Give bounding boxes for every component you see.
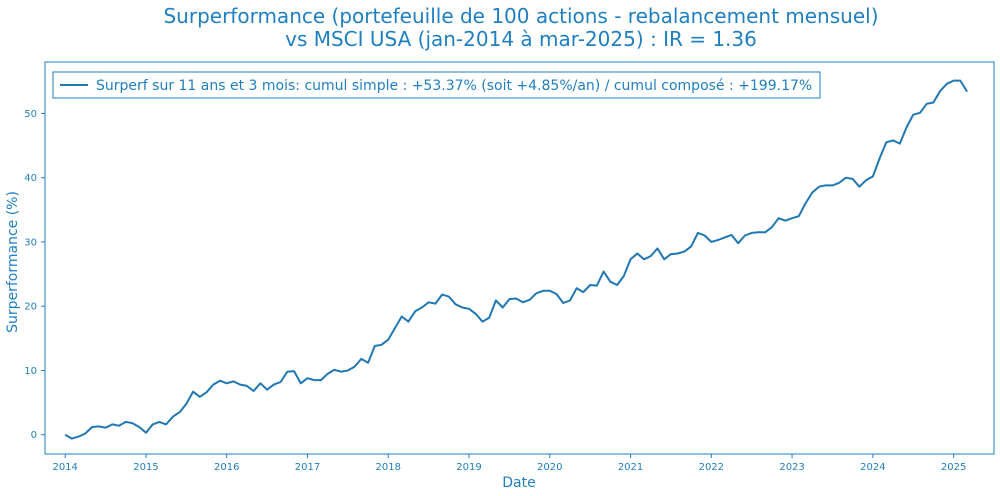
x-tick-label: 2019	[456, 462, 481, 473]
x-tick-label: 2015	[133, 462, 158, 473]
x-axis-ticks: 2014 2015 2016 2017 2018 2019 2020 2021 2022 2023…	[52, 454, 966, 473]
legend: Surperf sur 11 ans et 3 mois: cumul simp…	[52, 71, 821, 99]
legend-label: Surperf sur 11 ans et 3 mois: cumul simp…	[96, 78, 812, 94]
y-tick-label: 40	[24, 173, 37, 184]
x-tick-label: 2018	[376, 462, 401, 473]
chart-title: Surperformance (portefeuille de 100 acti…	[163, 4, 878, 28]
x-tick-label: 2016	[214, 462, 239, 473]
chart-subtitle: vs MSCI USA (jan-2014 à mar-2025) : IR =…	[285, 27, 757, 51]
y-tick-label: 10	[24, 366, 37, 377]
x-tick-label: 2023	[779, 462, 804, 473]
x-tick-label: 2022	[699, 462, 724, 473]
x-axis-label: Date	[502, 475, 535, 491]
y-tick-label: 20	[24, 302, 37, 313]
series-line	[64, 79, 968, 440]
x-tick-label: 2021	[618, 462, 643, 473]
y-axis-ticks: 0 10 20 30 40 50	[24, 109, 45, 441]
plot-area	[44, 61, 995, 455]
y-tick-label: 0	[31, 430, 37, 441]
x-tick-label: 2024	[860, 462, 885, 473]
y-tick-label: 30	[24, 237, 37, 248]
x-tick-label: 2017	[295, 462, 320, 473]
y-tick-label: 50	[24, 109, 37, 120]
x-tick-label: 2020	[537, 462, 562, 473]
legend-box	[52, 71, 821, 99]
x-tick-label: 2014	[52, 462, 77, 473]
x-tick-label: 2025	[941, 462, 966, 473]
y-axis-label: Surperformance (%)	[5, 191, 21, 333]
